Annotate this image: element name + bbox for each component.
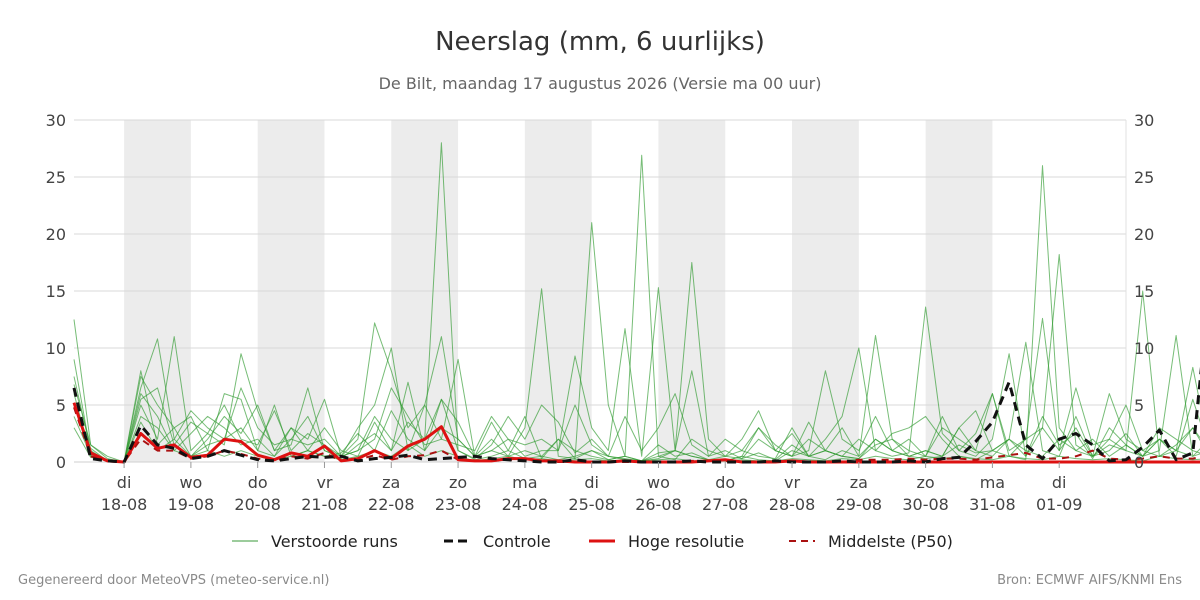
y-tick-left-0: 0 — [56, 453, 66, 472]
x-tick-date-9: 27-08 — [702, 495, 749, 514]
x-tick-date-13: 31-08 — [969, 495, 1016, 514]
x-tick-date-0: 18-08 — [101, 495, 148, 514]
x-tick-date-3: 21-08 — [301, 495, 348, 514]
y-tick-left-25: 25 — [46, 168, 66, 187]
y-tick-right-25: 25 — [1134, 168, 1154, 187]
x-tick-date-8: 26-08 — [635, 495, 682, 514]
y-tick-right-15: 15 — [1134, 282, 1154, 301]
x-tick-day-11: za — [850, 473, 868, 492]
y-tick-left-5: 5 — [56, 396, 66, 415]
y-tick-left-30: 30 — [46, 111, 66, 130]
x-tick-day-2: do — [248, 473, 268, 492]
x-tick-day-9: do — [715, 473, 735, 492]
x-tick-day-8: wo — [647, 473, 670, 492]
legend: Verstoorde runs Controle Hoge resolutie Mid… — [232, 532, 953, 551]
ensemble-run-4 — [73, 287, 1200, 463]
x-tick-day-0: di — [117, 473, 132, 492]
y-tick-right-0: 0 — [1134, 453, 1144, 472]
x-tick-day-10: vr — [784, 473, 800, 492]
y-axis-right: 0 5 10 15 20 25 30 — [1134, 111, 1154, 472]
x-tick-day-12: zo — [917, 473, 935, 492]
y-tick-right-10: 10 — [1134, 339, 1154, 358]
ensemble-run-1 — [73, 142, 1200, 463]
x-axis: di 18-08 wo 19-08 do 20-08 vr 21-08 za 22-08 zo 23-… — [101, 462, 1083, 514]
ensemble-runs — [73, 142, 1200, 463]
series-hoge-resolutie — [72, 402, 1200, 464]
ensemble-run-2 — [73, 254, 1200, 463]
x-tick-date-6: 24-08 — [502, 495, 549, 514]
x-tick-date-2: 20-08 — [234, 495, 281, 514]
ensemble-run-7 — [73, 370, 1200, 463]
y-axis-left: 0 5 10 15 20 25 30 — [46, 111, 66, 472]
legend-label-0: Verstoorde runs — [271, 532, 398, 551]
x-tick-date-4: 22-08 — [368, 495, 415, 514]
x-tick-date-14: 01-09 — [1036, 495, 1083, 514]
y-tick-left-15: 15 — [46, 282, 66, 301]
x-tick-date-11: 29-08 — [836, 495, 883, 514]
x-tick-day-5: zo — [449, 473, 467, 492]
y-tick-left-20: 20 — [46, 225, 66, 244]
y-tick-left-10: 10 — [46, 339, 66, 358]
x-tick-day-7: di — [584, 473, 599, 492]
x-tick-date-5: 23-08 — [435, 495, 482, 514]
x-tick-date-10: 28-08 — [769, 495, 816, 514]
x-tick-day-3: vr — [316, 473, 332, 492]
x-tick-day-1: wo — [179, 473, 202, 492]
series-middelste-p50- — [73, 406, 1200, 463]
footer-generated-by: Gegenereerd door MeteoVPS (meteo-service… — [18, 573, 330, 588]
footer-source: Bron: ECMWF AIFS/KNMI Ens — [997, 573, 1182, 588]
x-tick-day-14: di — [1052, 473, 1067, 492]
legend-label-2: Hoge resolutie — [628, 532, 744, 551]
x-tick-day-4: za — [382, 473, 400, 492]
y-tick-right-20: 20 — [1134, 225, 1154, 244]
x-tick-day-6: ma — [512, 473, 537, 492]
chart-title: Neerslag (mm, 6 uurlijks) — [435, 27, 765, 57]
x-tick-date-1: 19-08 — [168, 495, 215, 514]
legend-label-3: Middelste (P50) — [828, 532, 953, 551]
x-tick-date-12: 30-08 — [902, 495, 949, 514]
y-tick-right-30: 30 — [1134, 111, 1154, 130]
series-controle — [72, 366, 1200, 464]
y-tick-right-5: 5 — [1134, 396, 1144, 415]
main-series-lines — [72, 366, 1200, 464]
x-tick-day-13: ma — [980, 473, 1005, 492]
chart-subtitle: De Bilt, maandag 17 augustus 2026 (Versi… — [379, 74, 822, 93]
legend-label-1: Controle — [483, 532, 551, 551]
ensemble-run-3 — [73, 154, 1200, 463]
x-tick-date-7: 25-08 — [568, 495, 615, 514]
